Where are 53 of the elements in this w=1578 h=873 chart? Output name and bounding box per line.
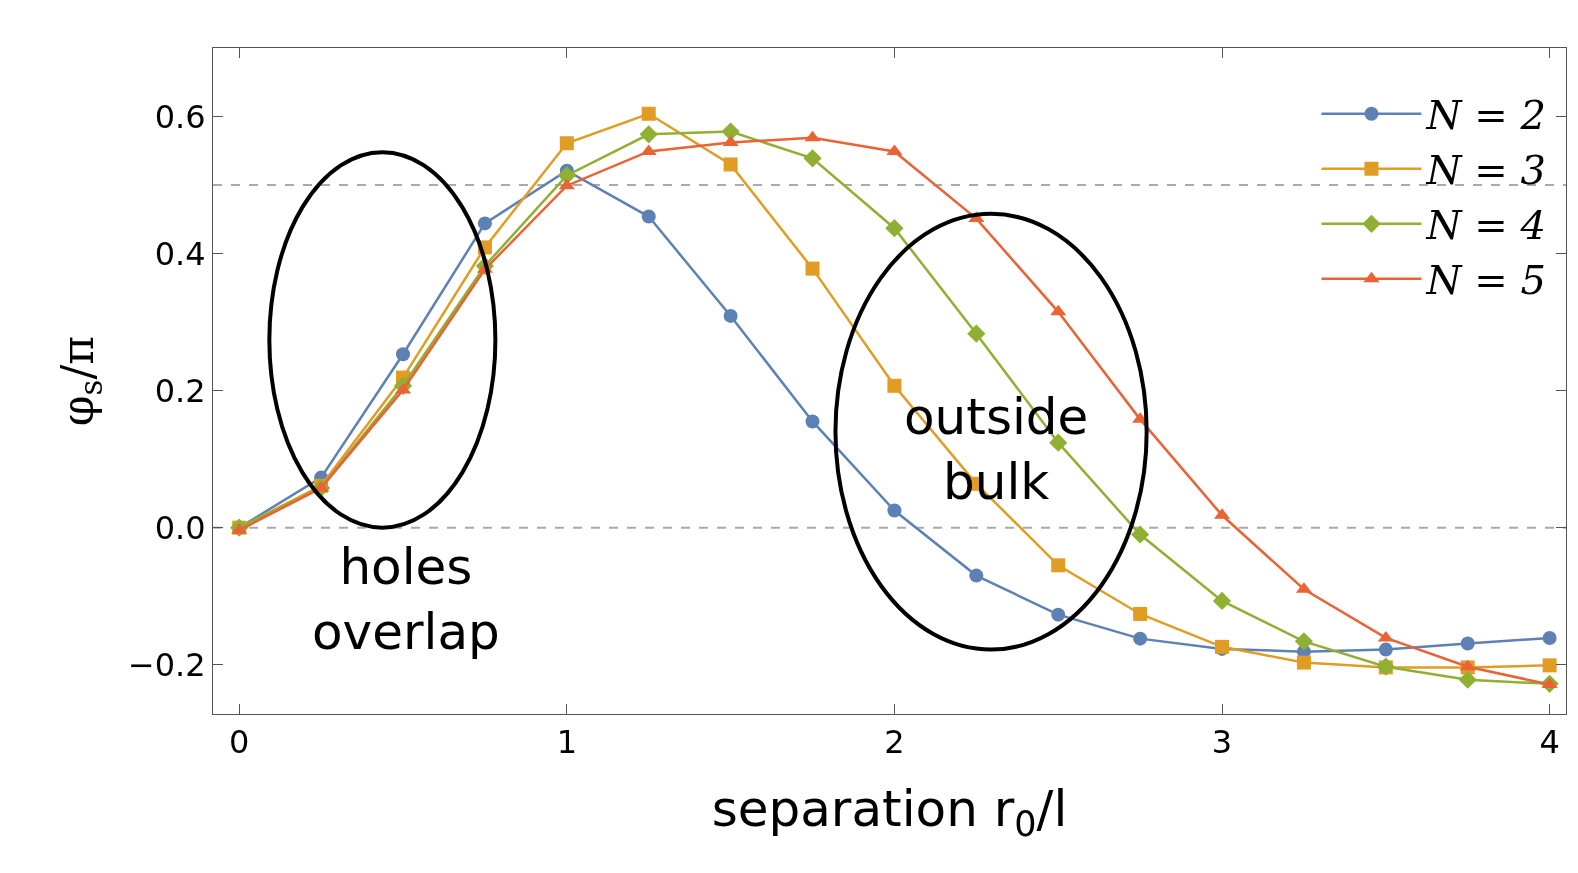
point bbox=[723, 308, 738, 323]
x-tick-label: 2 bbox=[884, 723, 905, 762]
point bbox=[1541, 677, 1558, 689]
annotation: holes overlap bbox=[312, 538, 500, 661]
point bbox=[805, 261, 820, 276]
point bbox=[641, 106, 656, 121]
x-tick-label: 0 bbox=[229, 723, 250, 762]
point bbox=[885, 219, 904, 238]
point bbox=[1377, 630, 1394, 642]
point bbox=[558, 178, 575, 190]
point bbox=[723, 157, 738, 172]
legend-label: N = 2 bbox=[1425, 92, 1546, 139]
point bbox=[887, 378, 902, 393]
point bbox=[1460, 636, 1475, 651]
x-tick-label: 1 bbox=[556, 723, 577, 762]
x-axis-title: separation r$_{0}$/l bbox=[711, 779, 1068, 845]
y-tick-label: 0.0 bbox=[154, 508, 206, 547]
point bbox=[1051, 607, 1066, 622]
point bbox=[1133, 631, 1148, 646]
point bbox=[722, 135, 739, 147]
point bbox=[1133, 606, 1148, 621]
y-tick-label: 0.4 bbox=[154, 234, 206, 273]
point bbox=[887, 503, 902, 518]
point bbox=[969, 568, 984, 583]
point bbox=[641, 209, 656, 224]
point bbox=[1051, 558, 1066, 573]
point bbox=[805, 414, 820, 429]
point bbox=[1378, 642, 1393, 657]
point bbox=[1212, 591, 1232, 611]
point bbox=[803, 149, 822, 168]
point bbox=[1296, 655, 1311, 670]
point bbox=[1294, 632, 1314, 651]
x-tick-label: 3 bbox=[1211, 723, 1233, 762]
point bbox=[1131, 525, 1150, 544]
point bbox=[721, 122, 740, 141]
x-tick-label: 4 bbox=[1539, 723, 1560, 762]
point bbox=[396, 347, 411, 362]
legend-label: N = 5 bbox=[1425, 257, 1546, 304]
y-tick-label: 0.6 bbox=[154, 97, 206, 136]
point bbox=[1542, 658, 1557, 673]
point bbox=[1050, 304, 1067, 316]
legend-label: N = 3 bbox=[1425, 147, 1546, 194]
legend-label: N = 4 bbox=[1425, 202, 1546, 249]
y-tick-label: −0.2 bbox=[127, 645, 206, 684]
point bbox=[1459, 659, 1476, 671]
point bbox=[639, 125, 658, 144]
point bbox=[1542, 630, 1557, 645]
point bbox=[477, 216, 492, 231]
y-tick-label: 0.2 bbox=[154, 371, 206, 410]
point bbox=[559, 136, 574, 151]
point bbox=[967, 324, 986, 343]
point bbox=[1458, 670, 1477, 689]
point bbox=[804, 130, 821, 142]
